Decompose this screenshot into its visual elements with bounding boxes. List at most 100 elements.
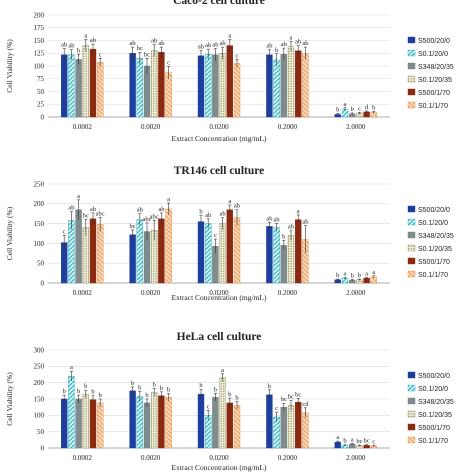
legend-swatch [407,49,416,57]
significance-label: ab [90,206,96,213]
significance-label: a [221,367,224,374]
significance-label: ab [205,42,211,49]
bar [89,218,97,284]
legend-label: S500/1/70 [418,425,450,432]
bar [219,377,226,449]
legend-swatch [407,384,416,392]
significance-label: bc [356,438,362,445]
x-tick-label: 0.0200 [209,289,229,297]
y-tick-label: 250 [34,363,45,371]
y-tick-label: 100 [34,62,45,70]
bar [89,48,97,118]
y-tick-label: 0 [41,113,45,121]
legend: S500/20/0 S0.1/20/0 S348/20/35 S0.1/20/35 S5… [407,36,454,110]
bar [75,209,82,284]
bar [302,53,309,118]
bar [266,54,273,118]
bar [75,398,82,449]
significance-label: b [91,389,94,396]
significance-label: ab [302,40,308,47]
x-tick-label: 0.0200 [209,454,229,462]
y-tick-label: 25 [37,101,45,109]
bar [287,235,295,284]
significance-label: bc [137,45,143,52]
bar [233,217,241,284]
bar [212,397,219,449]
x-tick-label: 2.0000 [346,289,366,297]
significance-label: b [145,392,148,399]
legend-swatch [407,205,416,213]
significance-label: ab [198,44,204,51]
y-tick-label: 150 [34,395,45,403]
legend-label: S500/1/70 [418,259,450,266]
significance-label: ab [302,219,308,226]
bar [89,399,97,449]
legend-swatch [407,257,416,265]
chart-panel-1: Caco-2 cell culture 0 25 50 75 100 125 150 175 20… [5,0,454,143]
significance-label: b [199,209,202,216]
bar [302,412,309,449]
x-tick-label: 0.0002 [73,123,93,131]
bar [295,219,302,284]
legend-swatch [407,75,416,83]
chart-panel-3: HeLa cell culture 0 50 100 150 200 250 300 Cell … [5,331,454,472]
legend-label: S500/20/0 [418,207,450,214]
legend-label: S348/20/35 [418,233,454,240]
legend: S500/20/0 S0.1/20/0 S348/20/35 S0.1/20/35 S5… [407,371,454,445]
bar [158,218,165,284]
bar [150,50,158,118]
bar [280,406,287,449]
legend-swatch [407,218,416,226]
bar [82,45,90,118]
significance-label: a [297,208,300,215]
bar [61,54,68,118]
legend-swatch [407,410,416,418]
significance-label: bc [130,223,136,230]
significance-label: ab [212,42,218,49]
legend-label: S500/20/0 [418,38,450,45]
x-tick-label: 0.0020 [141,289,161,297]
significance-label: ab [90,37,96,44]
legend-swatch [407,88,416,96]
bar [68,54,75,118]
bar [96,62,104,118]
significance-label: bc [288,394,294,401]
significance-label: a [372,269,375,276]
y-tick-label: 50 [37,260,45,268]
significance-label: b [235,395,238,402]
bar [68,375,75,449]
significance-label: abc [150,213,159,220]
y-tick-label: 200 [34,200,45,208]
y-tick-label: 150 [34,37,45,45]
significance-label: b [77,47,80,54]
bar [136,58,144,118]
significance-label: b [131,380,134,387]
significance-label: a [290,35,293,42]
y-tick-label: 100 [34,240,45,248]
x-tick-label: 0.0020 [141,454,161,462]
significance-label: ab [68,205,74,212]
legend-swatch [407,231,416,239]
significance-label: ab [130,40,136,47]
bar [82,393,90,449]
bar [280,54,287,118]
bar [204,223,212,284]
legend-label: S500/1/70 [418,90,450,97]
legend-swatch [407,36,416,44]
y-axis-label: Cell Viability (%) [5,372,14,426]
significance-label: c [63,228,66,235]
y-tick-label: 175 [34,24,45,32]
bar [212,54,219,118]
significance-label: ab [158,40,164,47]
significance-label: ab [220,211,226,218]
significance-label: d [365,104,369,111]
legend-swatch [407,371,416,379]
significance-label: c [372,438,375,445]
legend-swatch [407,270,416,278]
bar [266,226,273,284]
bar [273,59,280,118]
y-tick-label: 75 [37,75,45,83]
x-tick-label: 0.0200 [209,123,229,131]
y-tick-label: 200 [34,11,45,19]
legend-swatch [407,423,416,431]
